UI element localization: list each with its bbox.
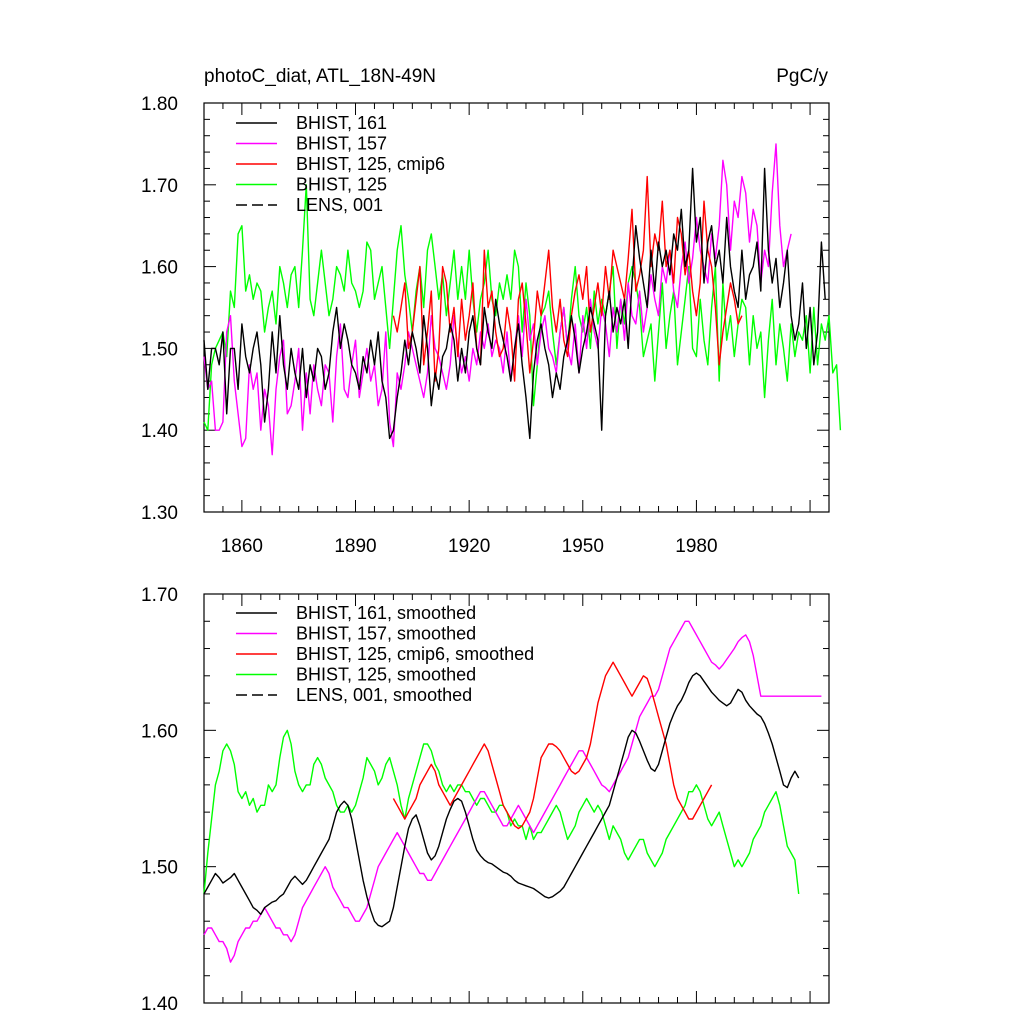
y-tick-label: 1.40 <box>141 994 178 1015</box>
x-tick-label: 1980 <box>675 536 717 557</box>
legend-label: BHIST, 125, smoothed <box>296 665 476 685</box>
legend-label: BHIST, 161, smoothed <box>296 603 476 623</box>
panel-bottom: 1.401.501.601.70 BHIST, 161, smoothedBHI… <box>141 585 830 1015</box>
y-tick-label: 1.70 <box>141 176 178 197</box>
series-group-top <box>203 143 842 456</box>
legend-label: LENS, 001 <box>296 195 383 215</box>
series-line-bhist-125-smoothed <box>203 729 800 894</box>
y-tick-label: 1.50 <box>141 858 178 879</box>
legend-label: BHIST, 157, smoothed <box>296 624 476 644</box>
x-tick-label: 1890 <box>334 536 376 557</box>
legend-label: BHIST, 125, cmip6, smoothed <box>296 644 534 664</box>
x-tick-label: 1950 <box>562 536 604 557</box>
y-tick-label: 1.30 <box>141 503 178 524</box>
y-tick-label: 1.80 <box>141 94 178 115</box>
series-group-bottom <box>203 620 822 963</box>
y-tick-label: 1.50 <box>141 339 178 360</box>
series-line-bhist-125-cmip6-smoothed <box>392 661 713 830</box>
legend-label: BHIST, 125 <box>296 175 387 195</box>
legend-label: BHIST, 157 <box>296 134 387 154</box>
x-tick-label: 1860 <box>221 536 263 557</box>
series-line-bhist-125 <box>203 184 842 431</box>
legend-label: BHIST, 161 <box>296 113 387 133</box>
series-line-bhist-125-cmip6 <box>392 175 743 382</box>
y-tick-label: 1.60 <box>141 258 178 279</box>
chart-title: photoC_diat, ATL_18N-49N <box>204 66 436 87</box>
series-line-bhist-157-smoothed <box>203 620 822 963</box>
series-line-bhist-161 <box>203 167 826 440</box>
x-tick-label: 1920 <box>448 536 490 557</box>
plot-frame-bottom <box>203 593 830 1004</box>
y-tick-label: 1.70 <box>141 585 178 606</box>
axes-bottom: 1.40 1.50 1.60 1.70 <box>141 585 829 1015</box>
panel-top: photoC_diat, ATL_18N-49N PgC/y 1860 1890 1… <box>141 66 842 557</box>
chart-units: PgC/y <box>776 66 828 87</box>
plot-frame-top <box>203 102 830 513</box>
legend-label: LENS, 001, smoothed <box>296 685 472 705</box>
legend-label: BHIST, 125, cmip6 <box>296 154 445 174</box>
axes-top: 1860 1890 1920 1950 1980 1.30 1.40 1.50 1.60 1.70… <box>141 94 829 557</box>
series-line-bhist-161-smoothed <box>203 672 800 928</box>
y-tick-label: 1.60 <box>141 721 178 742</box>
y-tick-label: 1.40 <box>141 421 178 442</box>
